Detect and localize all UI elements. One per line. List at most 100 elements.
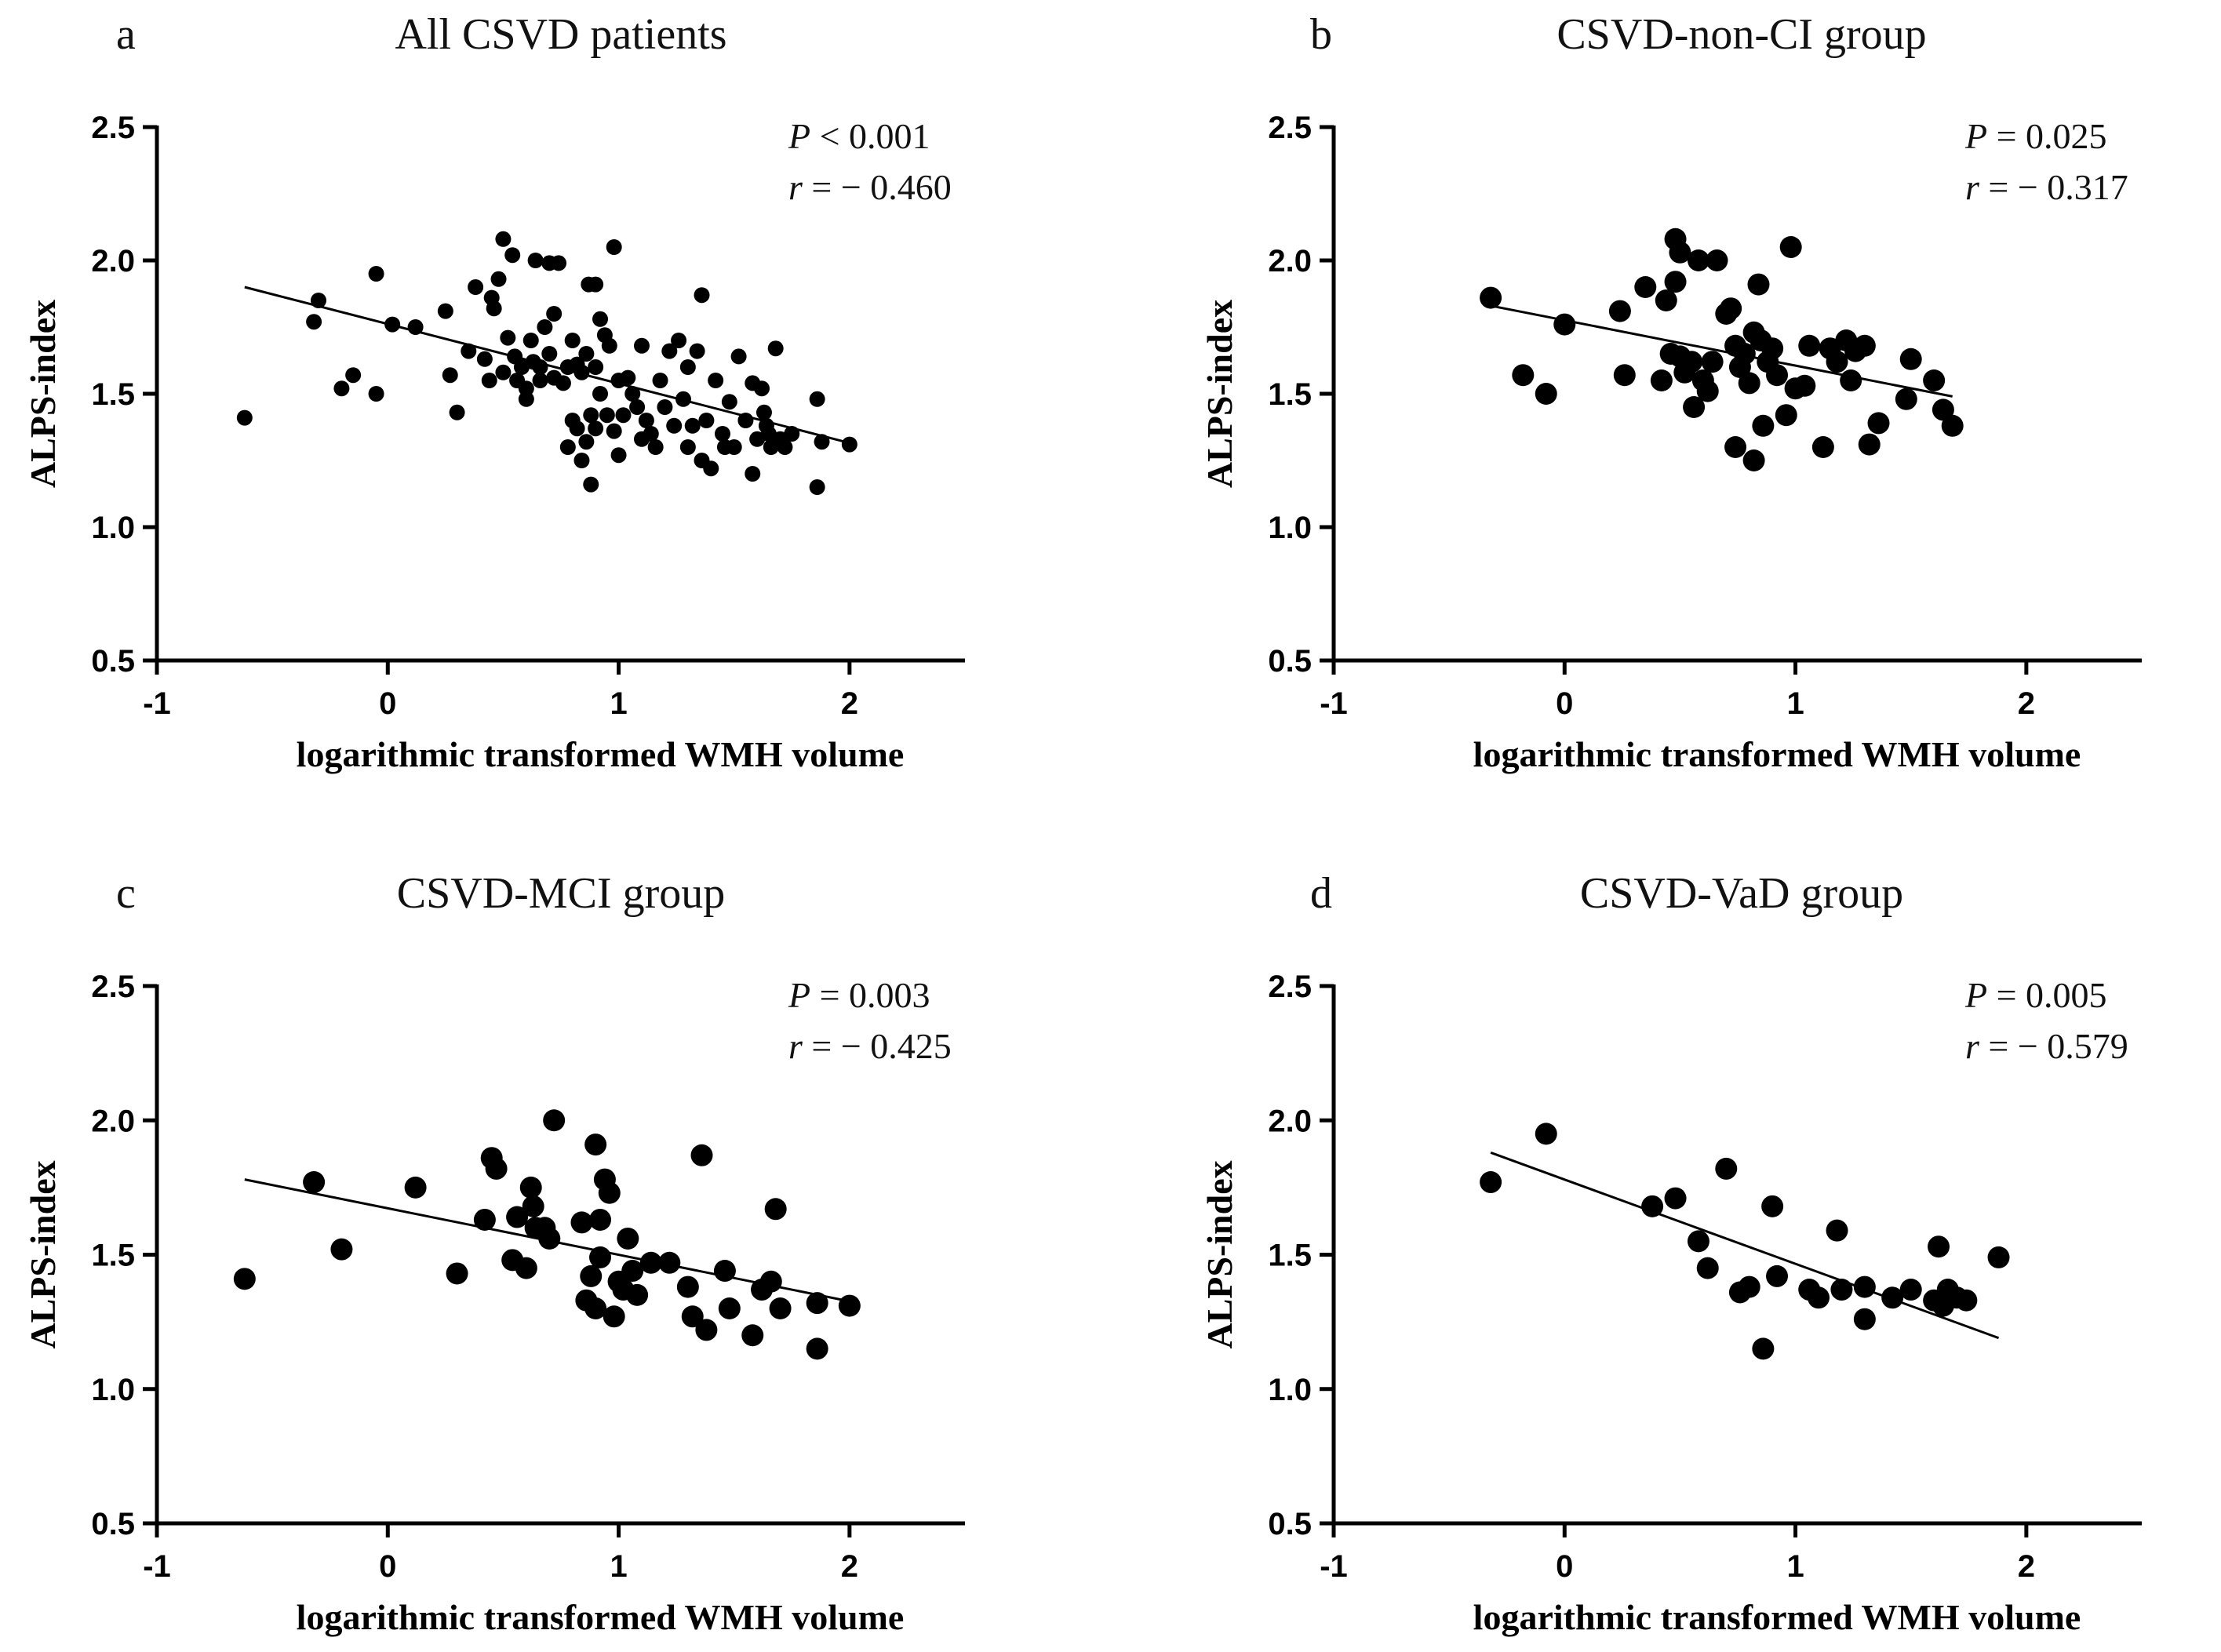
r-value-text: r = − 0.460 [788, 167, 952, 207]
data-point [675, 391, 691, 407]
data-point [543, 1109, 566, 1132]
data-point [713, 1260, 736, 1283]
r-symbol: r [788, 167, 803, 207]
data-point [1941, 414, 1964, 437]
data-point [809, 391, 825, 407]
panel-b: b CSVD-non-CI group 0.5 1.0 1.5 2.0 2.5 -1 0 1 2 lo… [1200, 10, 2142, 774]
y-tick-label: 1.5 [1268, 377, 1312, 412]
data-point [532, 359, 548, 375]
y-tick-label: 0.5 [1268, 644, 1312, 679]
data-point [592, 311, 609, 327]
data-point [495, 364, 512, 380]
data-point [1761, 337, 1784, 360]
data-point [841, 436, 857, 453]
data-point [589, 1208, 612, 1231]
data-point [588, 359, 604, 375]
y-tick-label: 2.5 [1268, 970, 1312, 1004]
data-point [638, 413, 654, 428]
data-point [679, 359, 696, 375]
data-point [1696, 1257, 1719, 1279]
x-tick-label: 2 [841, 686, 858, 721]
data-point [1687, 249, 1709, 271]
y-tick-label: 2.0 [91, 244, 135, 278]
r-value: = − 0.317 [1979, 167, 2128, 207]
data-point [620, 369, 636, 386]
data-point [806, 1337, 828, 1360]
x-tick-label: -1 [143, 1549, 171, 1584]
data-point [1650, 369, 1673, 391]
data-point [769, 1297, 792, 1319]
data-point [588, 276, 604, 293]
data-point [679, 439, 696, 455]
p-value: = 0.005 [1987, 975, 2106, 1015]
data-point [1830, 1279, 1853, 1301]
data-point [345, 367, 362, 384]
data-point [1669, 241, 1691, 264]
data-point [527, 253, 544, 268]
data-point [1641, 1195, 1664, 1217]
r-value: = − 0.425 [803, 1026, 952, 1066]
data-point [580, 1264, 603, 1287]
data-point [684, 417, 701, 434]
data-point [624, 386, 641, 402]
data-point [303, 1171, 326, 1194]
data-point [1808, 1286, 1830, 1309]
r-symbol: r [1965, 1026, 1980, 1066]
data-point [726, 439, 742, 455]
panel-label: d [1310, 869, 1332, 918]
data-point [468, 279, 484, 295]
x-tick-label: 2 [841, 1549, 858, 1584]
data-point [1742, 449, 1765, 471]
data-point [1826, 351, 1848, 373]
data-point [486, 300, 502, 317]
data-point [522, 333, 539, 348]
data-point [1613, 364, 1636, 387]
x-axis-label: logarithmic transformed WMH volume [1473, 734, 2081, 774]
y-tick-label: 1.5 [1268, 1239, 1312, 1273]
data-point [589, 1246, 612, 1268]
r-value-text: r = − 0.579 [1965, 1026, 2128, 1066]
data-point [754, 380, 770, 397]
data-point [437, 303, 453, 319]
data-point [764, 1198, 787, 1221]
data-point [1535, 383, 1557, 405]
data-point [1932, 398, 1954, 421]
chart-title: CSVD-VaD group [1580, 869, 1903, 918]
y-axis-label: ALPS-index [23, 1160, 63, 1348]
panel-label: b [1310, 10, 1332, 59]
y-axis-label: ALPS-index [1200, 300, 1240, 488]
data-point [306, 314, 322, 330]
x-axis-label: logarithmic transformed WMH volume [297, 1597, 905, 1637]
r-value: = − 0.460 [803, 167, 952, 207]
data-point [583, 476, 599, 493]
data-point [806, 1292, 828, 1315]
x-tick-label: 0 [379, 686, 396, 721]
data-point [718, 1297, 741, 1319]
data-point [690, 1144, 713, 1166]
data-point [578, 434, 595, 450]
p-symbol: P [1964, 975, 1987, 1015]
data-point [1512, 364, 1535, 387]
data-point [1923, 369, 1946, 391]
data-point [481, 373, 497, 388]
r-value-text: r = − 0.425 [788, 1026, 952, 1066]
data-point [694, 287, 710, 304]
r-value-text: r = − 0.317 [1965, 167, 2128, 207]
data-point [1840, 369, 1862, 391]
data-point [689, 343, 705, 359]
data-point [1715, 1157, 1738, 1180]
data-point [311, 293, 326, 308]
data-point [721, 394, 737, 410]
data-point [1720, 297, 1742, 320]
data-point [490, 271, 507, 287]
data-point [657, 399, 673, 415]
data-point [639, 1251, 662, 1274]
p-value: < 0.001 [810, 116, 930, 156]
data-point [519, 1176, 542, 1199]
p-value-text: P = 0.003 [788, 975, 930, 1015]
p-value: = 0.003 [810, 975, 930, 1015]
data-point [1733, 343, 1756, 365]
regression-line [1490, 1151, 2000, 1340]
y-tick-label: 1.0 [1268, 511, 1312, 545]
data-point [495, 231, 512, 247]
